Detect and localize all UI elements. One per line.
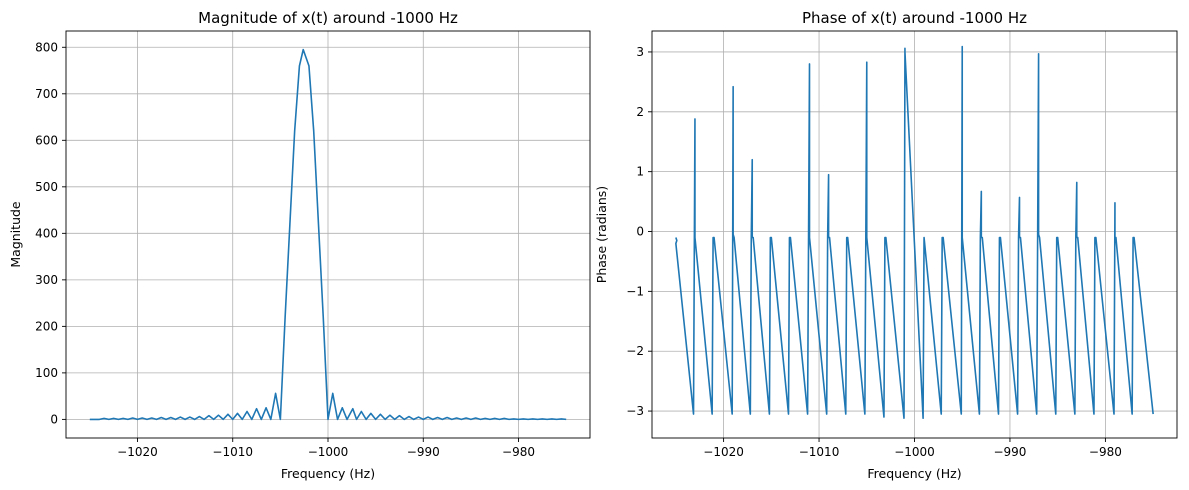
phase-ytick-label-5: 2 bbox=[636, 105, 644, 119]
phase-xtick-label-2: −1000 bbox=[894, 445, 935, 459]
magnitude-chart-title: Magnitude of x(t) around -1000 Hz bbox=[198, 9, 458, 27]
magnitude-ytick-label-2: 200 bbox=[35, 319, 58, 333]
phase-xtick-label-4: −980 bbox=[1089, 445, 1122, 459]
magnitude-ytick-label-0: 0 bbox=[50, 412, 58, 426]
magnitude-chart: −1020 −1010 −1000 −990 −980 0 100 200 300 400 500 6… bbox=[8, 9, 591, 481]
phase-chart-title: Phase of x(t) around -1000 Hz bbox=[802, 9, 1027, 27]
phase-x-axis-label: Frequency (Hz) bbox=[867, 466, 961, 481]
magnitude-ytick-label-5: 500 bbox=[35, 180, 58, 194]
phase-xtick-label-3: −990 bbox=[993, 445, 1026, 459]
magnitude-ytick-label-7: 700 bbox=[35, 87, 58, 101]
magnitude-series-line bbox=[89, 48, 567, 421]
magnitude-xtick-label-2: −1000 bbox=[308, 445, 349, 459]
magnitude-ytick-label-6: 600 bbox=[35, 133, 58, 147]
phase-ytick-label-1: −2 bbox=[626, 344, 644, 358]
magnitude-xtick-label-1: −1010 bbox=[212, 445, 253, 459]
magnitude-grid bbox=[66, 31, 590, 438]
phase-ytick-label-2: −1 bbox=[626, 284, 644, 298]
magnitude-ytick-label-3: 300 bbox=[35, 273, 58, 287]
magnitude-ytick-label-8: 800 bbox=[35, 40, 58, 54]
phase-xtick-label-0: −1020 bbox=[703, 445, 744, 459]
magnitude-xtick-label-4: −980 bbox=[502, 445, 535, 459]
phase-y-axis-label: Phase (radians) bbox=[594, 186, 609, 283]
phase-series-line bbox=[675, 45, 1154, 420]
phase-ytick-label-3: 0 bbox=[636, 225, 644, 239]
magnitude-y-axis-label: Magnitude bbox=[8, 201, 23, 268]
magnitude-ytick-label-4: 400 bbox=[35, 226, 58, 240]
phase-xtick-label-1: −1010 bbox=[799, 445, 840, 459]
magnitude-ytick-label-1: 100 bbox=[35, 366, 58, 380]
phase-ytick-label-0: −3 bbox=[626, 404, 644, 418]
phase-ytick-label-6: 3 bbox=[636, 45, 644, 59]
magnitude-x-axis-label: Frequency (Hz) bbox=[281, 466, 375, 481]
magnitude-xtick-label-0: −1020 bbox=[117, 445, 158, 459]
phase-chart: −1020 −1010 −1000 −990 −980 −3 −2 −1 0 1 2 3 Phase o… bbox=[594, 9, 1178, 481]
magnitude-xtick-label-3: −990 bbox=[407, 445, 440, 459]
phase-ytick-label-4: 1 bbox=[636, 165, 644, 179]
